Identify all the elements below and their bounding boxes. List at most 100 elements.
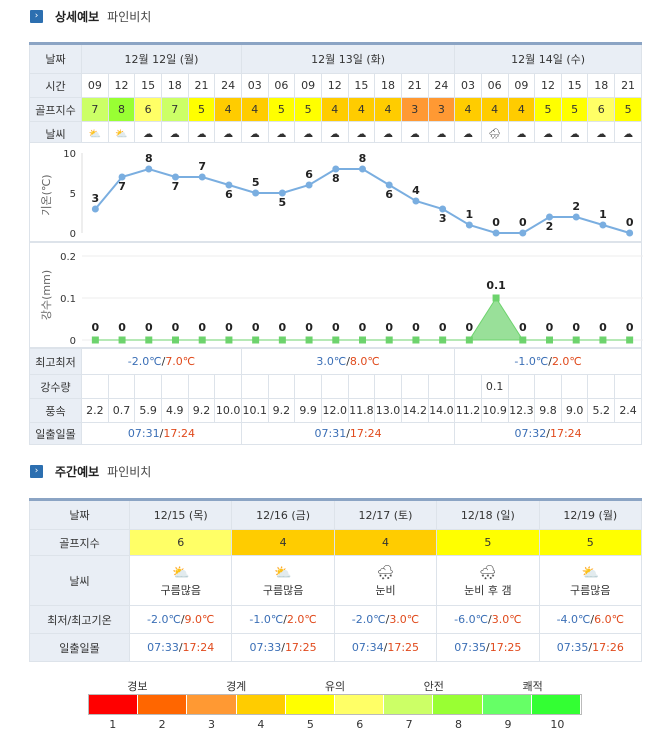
sunset: 17:24 [349, 427, 382, 440]
temperature-point [626, 229, 634, 237]
weather-desc: 눈비 [375, 583, 396, 597]
legend-numbers: 1 2 3 4 5 6 7 8 9 10 [88, 718, 582, 731]
rain-value-label: 0.1 [486, 279, 506, 292]
y-tick-label: 5 [70, 189, 76, 200]
golf-index-cell: 5 [187, 97, 216, 122]
golf-index-cell: 4 [480, 97, 509, 122]
temperature-value-label: 0 [626, 216, 634, 229]
rain-snow-icon: 🌧 [488, 129, 502, 140]
rain-value-label: 0 [172, 321, 180, 334]
date-cell: 12월 12일 (월) [81, 43, 242, 74]
minmax-cell: -2.0℃/7.0℃ [81, 348, 242, 375]
weekly-location: 파인비치 [107, 464, 152, 479]
weather-cell: ☁ [320, 121, 349, 146]
rain-point [465, 336, 473, 344]
weekly-weather-row: 날씨 ⛅ 구름많음 ⛅ 구름많음 🌨 눈비 🌨 눈비 후 갬 ⛅ 구름많음 [29, 555, 643, 606]
temperature-value-label: 6 [385, 188, 393, 201]
separator: / [385, 613, 390, 626]
golf-index-cell: 6 [134, 97, 162, 122]
sunset: 17:25 [284, 641, 317, 654]
temperature-value-label: 1 [466, 208, 474, 221]
wind-cell: 2.2 [81, 398, 109, 423]
min-temp: 3.0℃ [316, 355, 347, 368]
rain-cell [320, 374, 349, 399]
rain-cell [134, 374, 162, 399]
date-cell: 12월 14일 (수) [454, 43, 642, 74]
weekly-golf-cell: 5 [436, 529, 540, 556]
sunrise: 07:31 [314, 427, 347, 440]
time-cell: 18 [587, 73, 616, 98]
weekly-weather-label: 날씨 [29, 555, 130, 606]
weekly-golf-cell: 4 [333, 529, 438, 556]
rain-cell [560, 374, 589, 399]
rain-point [252, 336, 260, 344]
rain-point [385, 336, 393, 344]
temperature-value-label: 0 [492, 216, 500, 229]
golf-index-cell: 4 [374, 97, 402, 122]
time-cell: 15 [560, 73, 589, 98]
rain-point [225, 336, 233, 344]
max-temp: 3.0℃ [491, 613, 522, 626]
weather-desc: 눈비 후 갬 [464, 583, 512, 597]
legend-swatch [335, 695, 385, 714]
golf-index-cell: 4 [214, 97, 242, 122]
wind-cell: 14.2 [400, 398, 429, 423]
wind-label: 풍속 [29, 398, 82, 423]
temperature-point [198, 173, 206, 181]
weekly-minmax-cell: -1.0℃/2.0℃ [231, 605, 335, 634]
rain-point [118, 336, 126, 344]
temperature-point [225, 181, 233, 189]
wind-cell: 12.3 [507, 398, 536, 423]
y-tick-label: 0 [70, 229, 76, 240]
sunset: 17:24 [182, 641, 215, 654]
weekly-sun-cell: 07:35/17:26 [538, 633, 643, 662]
temperature-point [91, 205, 99, 213]
time-cell: 09 [81, 73, 109, 98]
weekly-minmax-cell: -6.0℃/3.0℃ [436, 605, 540, 634]
weekly-sun-cell: 07:35/17:25 [436, 633, 540, 662]
temperature-value-label: 6 [225, 188, 233, 201]
time-cell: 06 [267, 73, 296, 98]
cloudy-icon: ☁ [463, 129, 474, 140]
legend-names: 경보 경계 유의 안전 쾌적 [88, 676, 582, 694]
separator: / [588, 641, 593, 654]
wind-row: 풍속 2.2 0.7 5.9 4.9 9.2 10.0 10.1 9.2 9.9 12.0 11.8… [29, 398, 642, 423]
temperature-value-label: 1 [599, 208, 607, 221]
rain-value-label: 0 [572, 321, 580, 334]
golf-index-label: 골프지수 [29, 97, 82, 122]
golf-index-cell: 5 [560, 97, 589, 122]
rain-point [546, 336, 553, 344]
temperature-value-label: 2 [572, 200, 580, 213]
temperature-value-label: 4 [412, 184, 420, 197]
weekly-date-cell: 12/16 (금) [231, 499, 335, 530]
weather-cell: ⛅ [107, 121, 136, 146]
rain-value-label: 0 [305, 321, 313, 334]
legend-number: 8 [455, 718, 463, 731]
max-temp: 8.0℃ [349, 355, 380, 368]
cloudy-icon: ☁ [569, 129, 580, 140]
temperature-value-label: 6 [305, 168, 313, 181]
weather-cell: ☁ [187, 121, 216, 146]
time-cell: 21 [187, 73, 216, 98]
rain-value-label: 0 [332, 321, 340, 334]
rain-point [412, 336, 420, 344]
separator: / [159, 427, 164, 440]
rain-area [95, 297, 630, 341]
cloudy-icon: ☁ [356, 129, 367, 140]
rain-point [492, 294, 500, 302]
rain-value-label: 0 [198, 321, 206, 334]
temperature-value-label: 3 [92, 192, 100, 205]
temperature-point [465, 221, 473, 229]
snow-then-clear-icon: 🌨 [478, 564, 497, 581]
golf-index-cell: 4 [320, 97, 349, 122]
detail-forecast-table: 날짜 12월 12일 (월) 12월 13일 (화) 12월 14일 (수) 시… [29, 42, 642, 146]
legend-name: 안전 [423, 680, 444, 693]
weekly-sun-row: 일출일몰 07:33/17:24 07:33/17:25 07:34/17:25 07… [29, 633, 643, 662]
cloudy-icon: ☁ [276, 129, 287, 140]
rain-value-label: 0 [252, 321, 260, 334]
weather-cell: ☁ [267, 121, 296, 146]
rain-cell [587, 374, 616, 399]
legend-number: 5 [306, 718, 314, 731]
